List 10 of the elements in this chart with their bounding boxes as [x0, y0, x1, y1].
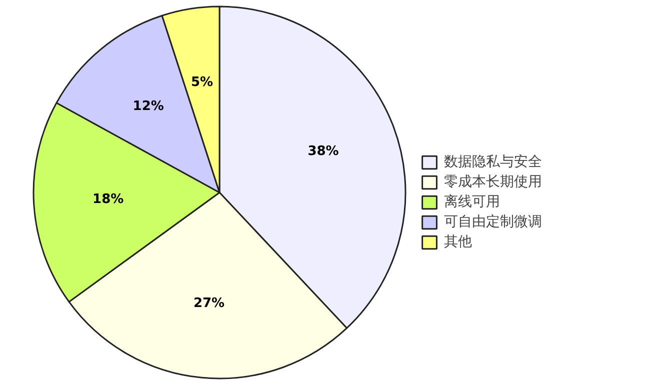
legend-label: 零成本长期使用 — [444, 173, 542, 191]
legend-label: 其他 — [444, 233, 472, 251]
data-label: 18% — [92, 192, 124, 208]
data-label: 38% — [308, 144, 339, 159]
data-label: 27% — [193, 296, 225, 312]
legend-label: 离线可用 — [444, 193, 500, 211]
data-label: 5% — [191, 74, 214, 90]
legend-label: 可自由定制微调 — [444, 213, 542, 231]
legend-label: 数据隐私与安全 — [444, 153, 542, 171]
data-label: 12% — [132, 99, 164, 114]
